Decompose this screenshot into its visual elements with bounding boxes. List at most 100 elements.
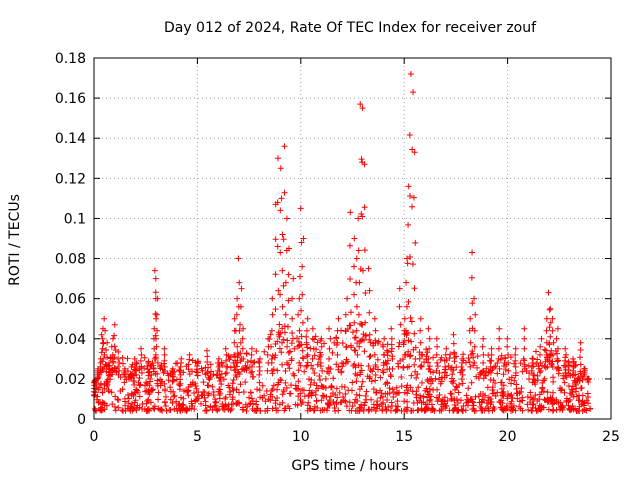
data-point bbox=[167, 384, 174, 391]
y-tick-label: 0.06 bbox=[55, 292, 86, 308]
data-point bbox=[99, 335, 106, 342]
data-point bbox=[411, 330, 418, 337]
data-point bbox=[351, 347, 358, 354]
data-point bbox=[530, 371, 537, 378]
data-point bbox=[289, 335, 296, 342]
data-point bbox=[577, 361, 584, 368]
data-point bbox=[151, 267, 158, 274]
data-point bbox=[442, 366, 449, 373]
data-point bbox=[295, 311, 302, 318]
data-point bbox=[298, 239, 305, 246]
data-point bbox=[459, 371, 466, 378]
data-point bbox=[459, 359, 466, 366]
data-point bbox=[480, 351, 487, 358]
data-point bbox=[203, 347, 210, 354]
data-point bbox=[459, 380, 466, 387]
data-point bbox=[125, 400, 132, 407]
data-point bbox=[119, 386, 126, 393]
data-point bbox=[381, 335, 388, 342]
data-point bbox=[115, 355, 122, 362]
data-point bbox=[471, 359, 478, 366]
data-point bbox=[491, 405, 498, 412]
data-point bbox=[152, 310, 159, 317]
data-point bbox=[396, 285, 403, 292]
data-point bbox=[299, 263, 306, 270]
data-point bbox=[161, 357, 168, 364]
data-point bbox=[420, 393, 427, 400]
data-point bbox=[306, 405, 313, 412]
data-point bbox=[288, 382, 295, 389]
data-point bbox=[141, 354, 148, 361]
data-point bbox=[188, 400, 195, 407]
y-tick-label: 0.04 bbox=[55, 332, 86, 348]
data-point bbox=[570, 363, 577, 370]
data-point bbox=[538, 335, 545, 342]
data-point bbox=[554, 350, 561, 357]
data-point bbox=[400, 339, 407, 346]
data-point bbox=[384, 349, 391, 356]
data-point bbox=[247, 389, 254, 396]
data-point bbox=[296, 359, 303, 366]
data-point bbox=[356, 343, 363, 350]
data-point bbox=[152, 289, 159, 296]
data-point bbox=[173, 398, 180, 405]
data-point bbox=[180, 395, 187, 402]
data-point bbox=[210, 389, 217, 396]
data-point bbox=[109, 335, 116, 342]
data-point bbox=[305, 399, 312, 406]
data-point bbox=[479, 343, 486, 350]
data-point bbox=[223, 363, 230, 370]
plot-frame bbox=[93, 57, 612, 420]
data-point bbox=[293, 386, 300, 393]
data-point bbox=[550, 351, 557, 358]
data-point bbox=[494, 370, 501, 377]
data-point bbox=[225, 382, 232, 389]
data-point bbox=[562, 363, 569, 370]
data-point bbox=[548, 397, 555, 404]
data-point bbox=[359, 336, 366, 343]
data-point bbox=[585, 400, 592, 407]
data-point bbox=[95, 399, 102, 406]
data-point bbox=[311, 370, 318, 377]
data-point bbox=[450, 380, 457, 387]
data-point bbox=[487, 369, 494, 376]
data-point bbox=[240, 365, 247, 372]
data-point bbox=[359, 213, 366, 220]
data-point bbox=[244, 359, 251, 366]
data-point bbox=[101, 315, 108, 322]
data-point bbox=[105, 388, 112, 395]
data-point bbox=[228, 405, 235, 412]
data-point bbox=[100, 400, 107, 407]
data-point bbox=[513, 381, 520, 388]
data-point bbox=[184, 406, 191, 413]
data-point bbox=[512, 345, 519, 352]
data-point bbox=[397, 321, 404, 328]
data-point bbox=[511, 377, 518, 384]
data-point bbox=[194, 372, 201, 379]
data-point bbox=[367, 339, 374, 346]
data-point bbox=[103, 347, 110, 354]
data-point bbox=[269, 295, 276, 302]
data-point bbox=[333, 385, 340, 392]
data-point bbox=[234, 343, 241, 350]
data-point bbox=[295, 378, 302, 385]
data-point bbox=[263, 387, 270, 394]
data-point bbox=[212, 396, 219, 403]
data-point bbox=[402, 351, 409, 358]
data-point bbox=[553, 406, 560, 413]
data-point bbox=[185, 384, 192, 391]
data-point bbox=[351, 334, 358, 341]
data-point bbox=[349, 329, 356, 336]
data-point bbox=[550, 374, 557, 381]
data-point bbox=[261, 348, 268, 355]
data-point bbox=[411, 149, 418, 156]
data-point bbox=[372, 339, 379, 346]
data-point bbox=[512, 369, 519, 376]
data-point bbox=[342, 359, 349, 366]
data-point bbox=[247, 369, 254, 376]
data-point bbox=[384, 341, 391, 348]
data-point bbox=[579, 376, 586, 383]
y-tick-label: 0.12 bbox=[55, 171, 86, 187]
data-point bbox=[316, 372, 323, 379]
data-point bbox=[512, 357, 519, 364]
